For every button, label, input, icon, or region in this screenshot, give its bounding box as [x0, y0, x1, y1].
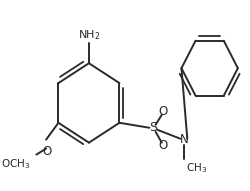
- Text: O: O: [42, 145, 51, 158]
- Text: NH$_2$: NH$_2$: [78, 29, 100, 42]
- Text: CH$_3$: CH$_3$: [186, 162, 207, 175]
- Text: O: O: [158, 105, 167, 118]
- Text: N: N: [180, 133, 188, 146]
- Text: S: S: [149, 121, 157, 134]
- Text: OCH$_3$: OCH$_3$: [1, 158, 30, 171]
- Text: O: O: [158, 139, 167, 152]
